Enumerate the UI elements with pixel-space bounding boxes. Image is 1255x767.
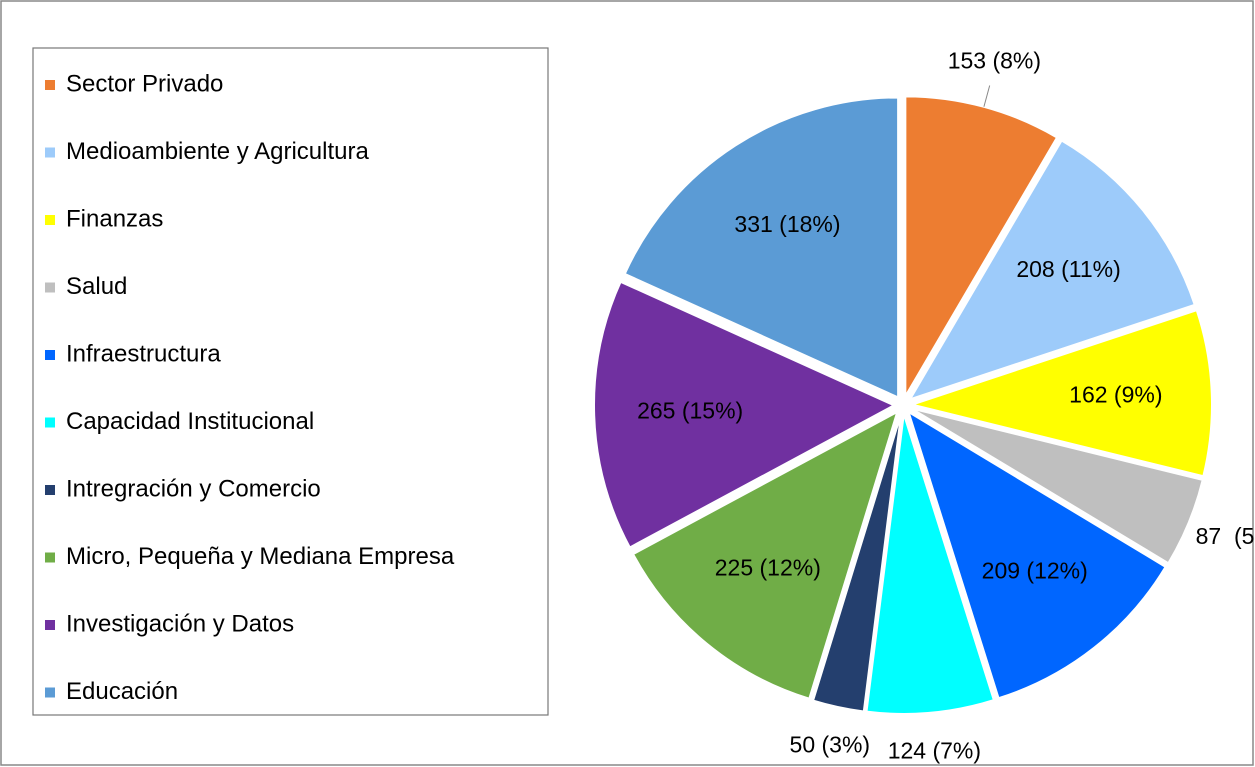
pie-slice [904, 95, 1059, 400]
data-label: 331 (18%) [734, 211, 840, 237]
data-label: 153 (8%) [948, 47, 1041, 73]
legend-label: Finanzas [66, 205, 163, 232]
pie-slice [908, 308, 1213, 478]
legend-label: Capacidad Institucional [66, 408, 314, 435]
pie-slice [811, 413, 903, 713]
data-label: 162 (9%) [1069, 382, 1162, 408]
legend-label: Investigación y Datos [66, 610, 294, 637]
legend-swatch [45, 147, 55, 158]
pie-slice [865, 413, 996, 715]
data-label: 265 (15%) [637, 397, 743, 423]
pie-slice [910, 407, 1204, 565]
data-label: 208 (11%) [1016, 256, 1120, 282]
legend-label: Infraestructura [66, 340, 221, 367]
data-label: 209 (12%) [982, 557, 1088, 583]
data-label: 50 (3%) [790, 731, 871, 757]
legend-swatch [45, 282, 55, 293]
legend-label: Educación [66, 678, 178, 705]
legend-swatch [45, 620, 55, 630]
legend-label: Sector Privado [66, 70, 223, 97]
legend-swatch [45, 417, 55, 428]
pie-slice [593, 280, 897, 549]
leader-line [983, 85, 991, 107]
legend-swatch [45, 215, 55, 225]
pie-slice [631, 409, 899, 700]
pie-slice [623, 96, 900, 399]
legend-swatch [45, 485, 55, 495]
legend-swatch [45, 687, 55, 698]
legend-swatch [45, 350, 55, 360]
legend-swatch [45, 552, 55, 563]
legend-label: Intregración y Comercio [66, 475, 321, 502]
data-label: 225 (12%) [715, 555, 821, 581]
pie-slice [907, 139, 1196, 402]
legend-label: Micro, Pequeña y Mediana Empresa [66, 543, 455, 570]
data-label: 87 (5%) [1196, 523, 1255, 549]
data-label: 124 (7%) [888, 738, 981, 764]
legend-swatch [45, 80, 55, 90]
legend-box [32, 47, 549, 716]
legend-label: Salud [66, 273, 127, 300]
legend-label: Medioambiente y Agricultura [66, 138, 369, 165]
pie-slice [906, 409, 1167, 700]
